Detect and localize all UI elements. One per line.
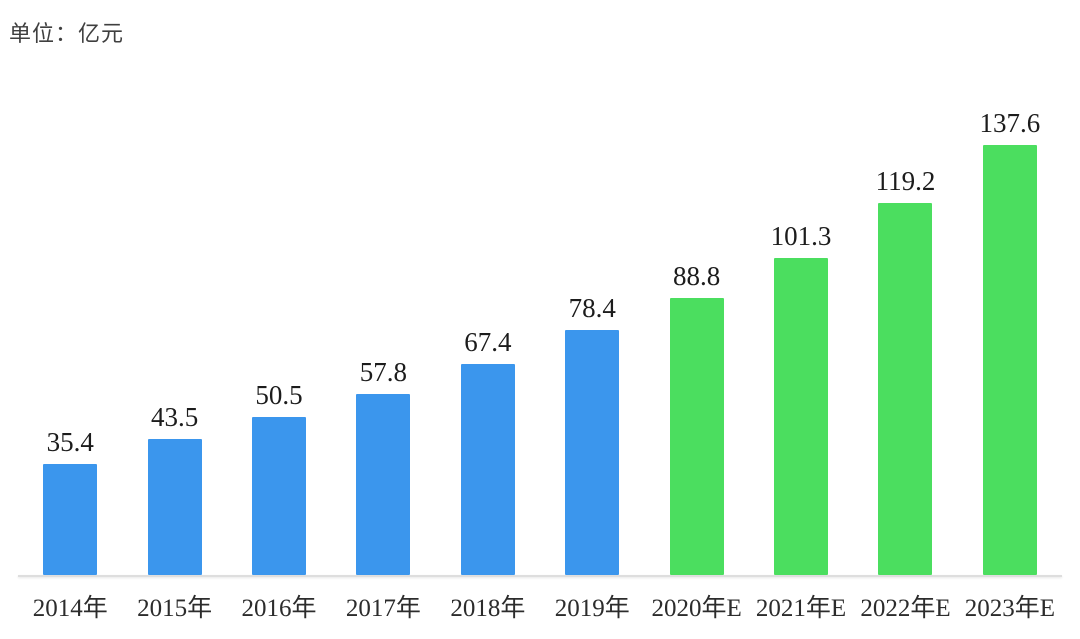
- bars-row: 35.4 43.5 50.5 57.8 67.4 78.4 88.8 101.3 119.2 13…: [18, 110, 1062, 575]
- x-axis-label: 2015年: [137, 595, 213, 622]
- x-axis-label: 2021年E: [755, 595, 847, 622]
- bar-value-label: 57.8: [359, 357, 408, 388]
- bar-value-label: 50.5: [255, 380, 303, 411]
- bar-slot: 43.5: [122, 404, 226, 575]
- bar-slot: 101.3: [749, 223, 853, 575]
- unit-label: 单位：亿元: [9, 21, 125, 46]
- x-axis-label: 2022年E: [860, 595, 951, 622]
- bar-slot: 88.8: [644, 260, 748, 575]
- bar: [460, 364, 515, 575]
- x-axis-line: [18, 575, 1062, 577]
- bar-value-label: 101.3: [770, 221, 832, 252]
- bar-slot: 119.2: [853, 165, 957, 575]
- bar: [252, 417, 307, 575]
- bar-value-label: 119.2: [875, 165, 936, 196]
- bar-slot: 78.4: [540, 295, 644, 575]
- bar: [982, 145, 1037, 575]
- bar: [669, 297, 724, 575]
- x-axis-label: 2023年E: [964, 595, 1055, 622]
- bar-slot: 35.4: [18, 429, 122, 575]
- x-axis-label: 2019年: [554, 595, 630, 622]
- bar-value-label: 35.4: [46, 427, 94, 458]
- bar-value-label: 67.4: [464, 327, 512, 358]
- x-axis-label: 2016年: [241, 595, 317, 622]
- bar: [878, 202, 933, 575]
- x-axis-label: 2014年: [32, 595, 108, 622]
- bar: [43, 464, 98, 575]
- bar-slot: 57.8: [331, 359, 435, 575]
- x-axis-label: 2020年E: [651, 595, 742, 622]
- bar: [774, 258, 829, 575]
- bar-value-label: 88.8: [673, 260, 721, 291]
- bar-value-label: 78.4: [568, 293, 616, 323]
- x-axis-label: 2017年: [345, 595, 421, 622]
- bar: [565, 330, 620, 575]
- bar-value-label: 137.6: [979, 108, 1041, 138]
- bar-slot: 50.5: [227, 382, 331, 575]
- bar-value-label: 43.5: [150, 402, 199, 433]
- x-axis-label: 2018年: [450, 595, 526, 622]
- bar-slot: 67.4: [436, 329, 540, 575]
- bar-slot: 137.6: [958, 110, 1062, 575]
- x-axis-labels: 2014年 2015年 2016年 2017年 2018年 2019年 2020年E 2021…: [18, 596, 1062, 621]
- bar-chart: 35.4 43.5 50.5 57.8 67.4 78.4 88.8 101.3 119.2 13…: [18, 110, 1062, 621]
- bar: [147, 439, 202, 575]
- bar: [356, 394, 411, 575]
